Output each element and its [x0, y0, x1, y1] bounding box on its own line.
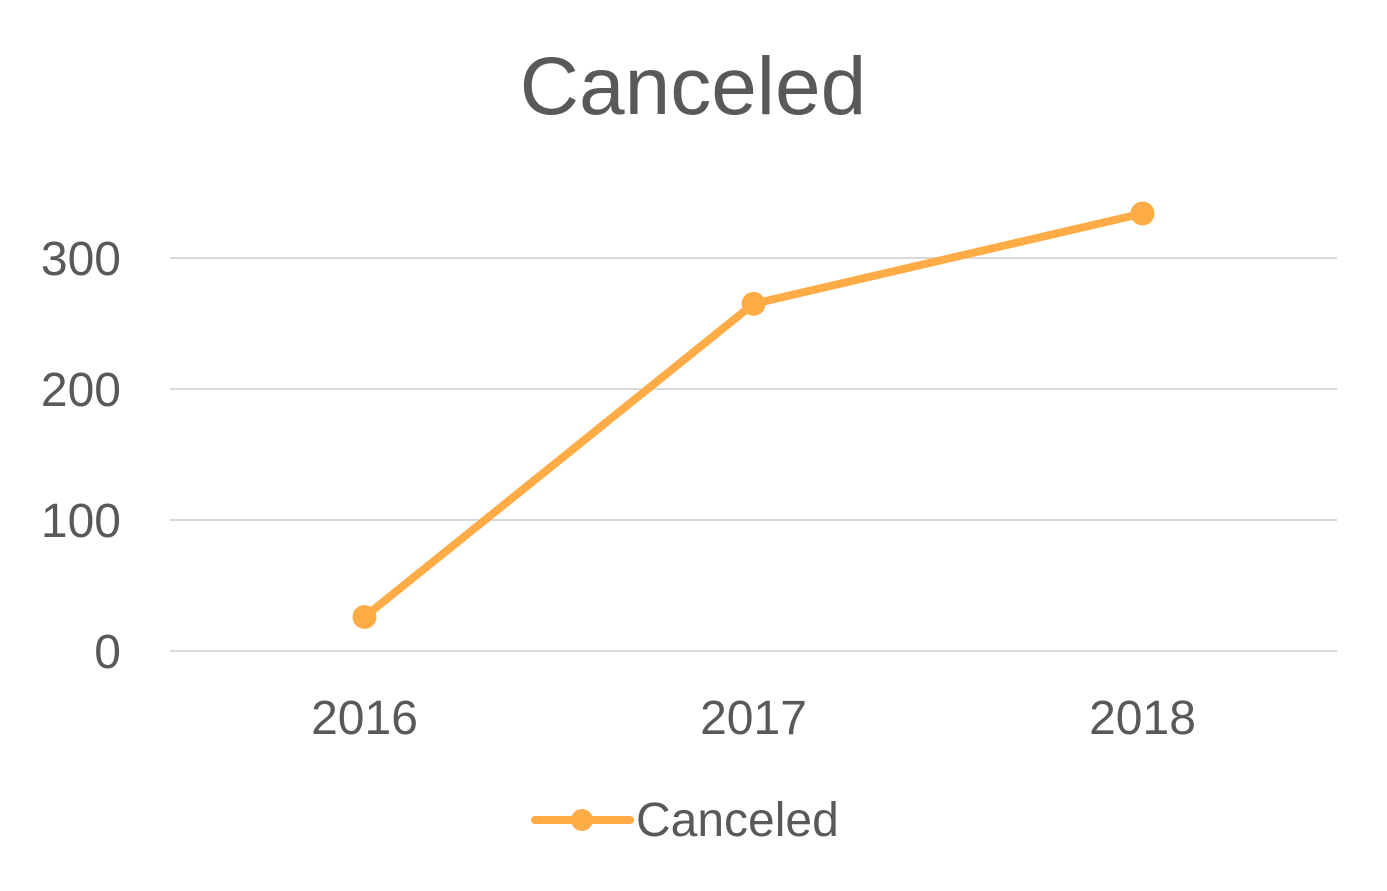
data-point-2016 — [352, 604, 377, 629]
y-gridlines — [170, 257, 1337, 652]
chart-title: Canceled — [520, 41, 866, 132]
x-tick-label: 2016 — [311, 692, 418, 745]
x-tick-label: 2017 — [700, 692, 807, 745]
y-tick-label: 200 — [41, 364, 121, 417]
y-tick-label: 100 — [41, 495, 121, 548]
data-point-2017 — [741, 291, 766, 316]
y-tick-label: 0 — [94, 626, 121, 679]
series-canceled — [352, 201, 1155, 629]
y-tick-label: 300 — [41, 233, 121, 286]
data-point-2018 — [1130, 201, 1155, 226]
legend: Canceled — [531, 794, 839, 847]
x-tick-labels: 2016 2017 2018 — [311, 692, 1196, 745]
legend-marker-swatch — [571, 809, 593, 831]
series-line-0 — [360, 209, 1147, 621]
y-tick-labels: 0 100 200 300 — [41, 233, 121, 679]
legend-label-canceled: Canceled — [636, 794, 839, 847]
x-tick-label: 2018 — [1089, 692, 1196, 745]
